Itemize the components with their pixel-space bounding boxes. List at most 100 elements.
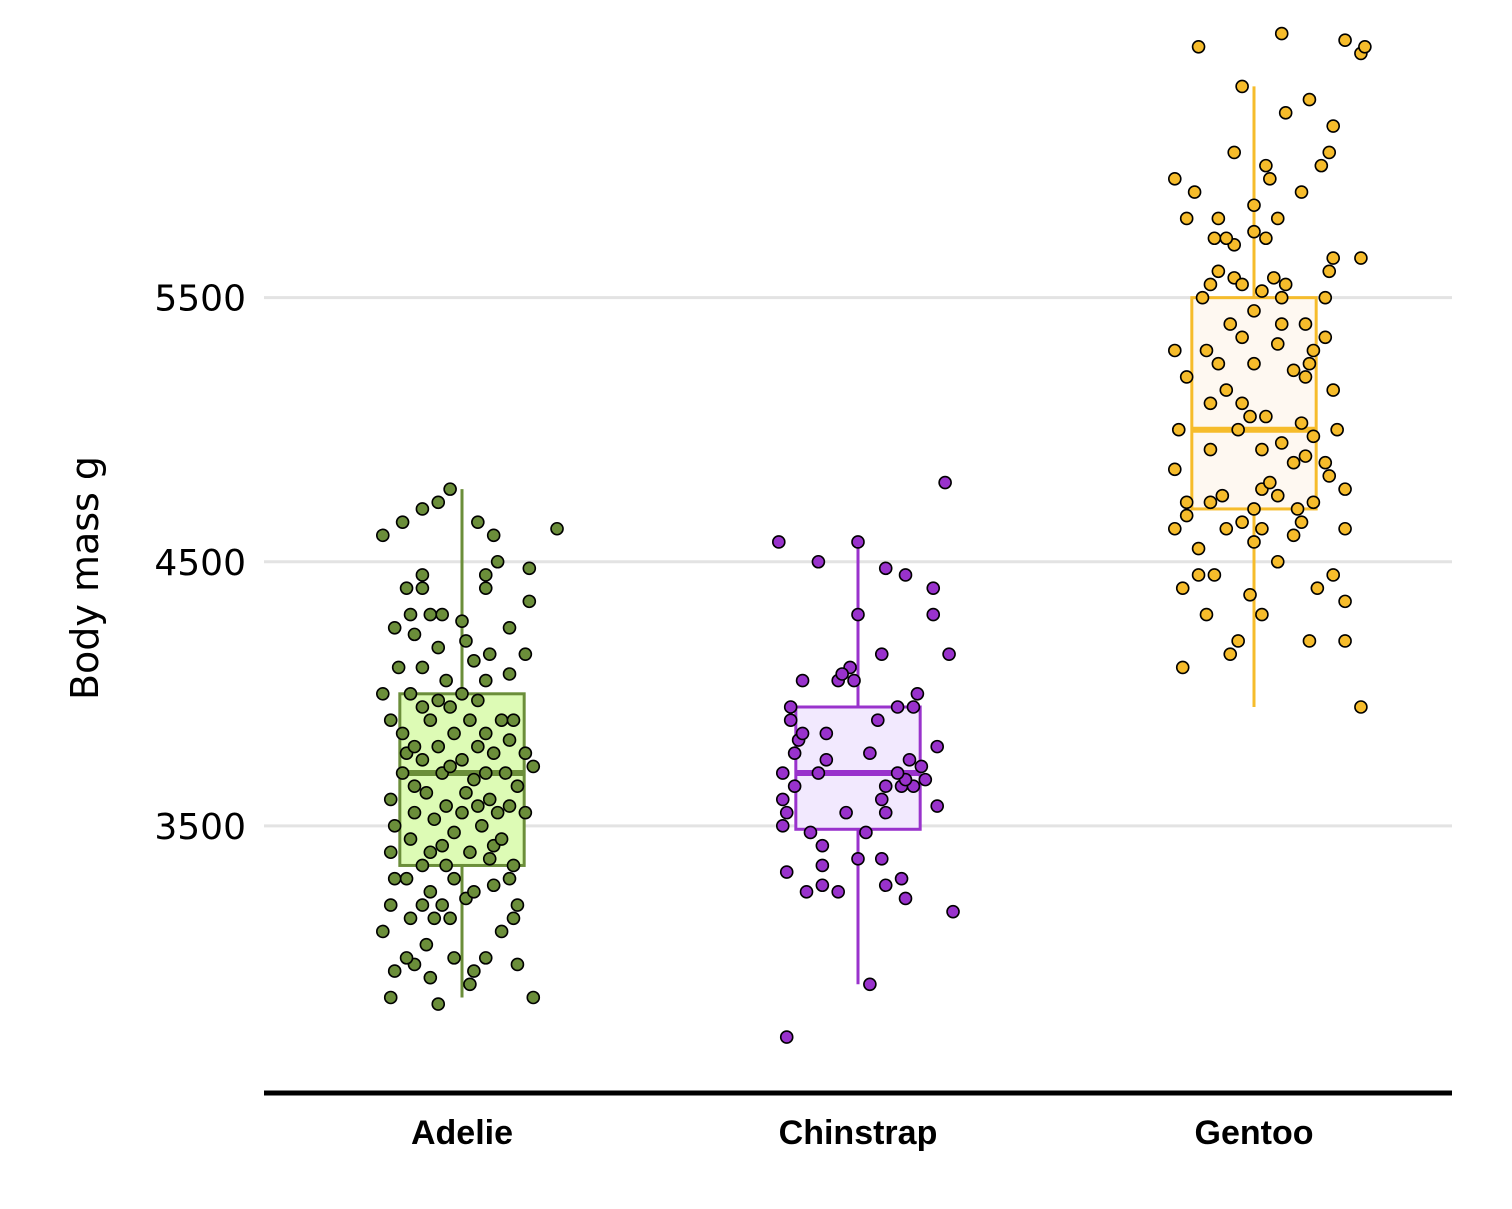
data-point [775, 792, 790, 807]
data-point [783, 713, 798, 728]
data-point [395, 515, 410, 529]
data-point [375, 686, 390, 701]
data-point [1191, 541, 1206, 556]
data-point [427, 812, 442, 827]
data-point [467, 653, 481, 668]
data-point [946, 904, 960, 919]
data-point [415, 581, 430, 595]
data-point [1215, 488, 1230, 503]
data-point [455, 805, 469, 820]
data-point [1211, 211, 1226, 226]
data-point [1203, 495, 1218, 510]
data-point [1179, 211, 1194, 226]
data-point [1255, 521, 1269, 536]
data-point [811, 554, 826, 569]
data-point [1294, 515, 1309, 529]
data-point [431, 739, 446, 754]
data-point [1199, 607, 1214, 622]
data-point [506, 911, 521, 926]
data-point [1314, 158, 1329, 173]
data-point [387, 964, 402, 978]
data-point [1168, 462, 1182, 477]
data-point [874, 792, 889, 807]
data-point [399, 951, 414, 965]
data-point [1168, 172, 1182, 186]
data-point [419, 786, 434, 800]
data-point [1247, 535, 1261, 549]
data-point [459, 786, 473, 800]
data-point [775, 819, 790, 833]
data-point [1255, 607, 1269, 622]
data-point [502, 733, 517, 747]
data-point [815, 858, 830, 873]
data-point [851, 535, 865, 549]
data-point [835, 667, 849, 681]
data-point [1247, 304, 1261, 318]
data-point [1318, 290, 1333, 305]
data-point [1191, 568, 1206, 582]
data-point [463, 845, 477, 860]
data-point [494, 832, 509, 846]
data-point [1247, 502, 1261, 516]
data-point [795, 673, 810, 688]
data-point [1338, 594, 1352, 609]
data-point [1326, 251, 1340, 265]
data-point [1286, 363, 1301, 378]
data-point [910, 686, 925, 701]
data-point [510, 957, 525, 972]
data-point [1318, 330, 1333, 345]
data-point [1199, 343, 1214, 358]
data-point [1270, 337, 1285, 351]
data-point [395, 726, 410, 741]
data-point [878, 779, 893, 794]
data-point [463, 977, 477, 992]
data-point [423, 713, 438, 728]
data-point [779, 805, 794, 820]
data-point [435, 607, 450, 622]
points-chinstrap [771, 475, 960, 1044]
data-point [1255, 284, 1269, 298]
data-point [831, 885, 846, 899]
data-point [423, 845, 438, 860]
data-point [482, 647, 497, 661]
data-point [890, 700, 905, 714]
data-point [851, 607, 865, 622]
data-point [490, 805, 505, 820]
data-point [1175, 581, 1190, 595]
data-point [1306, 429, 1321, 444]
data-point [471, 739, 485, 754]
data-point [1298, 449, 1313, 463]
data-point [1219, 231, 1234, 246]
data-point [395, 766, 410, 780]
data-point [1235, 396, 1249, 411]
data-point [471, 799, 485, 813]
data-point [474, 819, 489, 833]
data-point [1298, 317, 1313, 331]
data-point [391, 660, 406, 675]
data-point [1203, 396, 1218, 411]
data-point [1227, 145, 1241, 160]
data-point [423, 607, 438, 622]
data-point [787, 779, 802, 794]
data-point [407, 739, 422, 754]
data-point [455, 686, 469, 701]
data-point [902, 753, 917, 767]
data-point [1302, 92, 1317, 107]
data-point [510, 779, 525, 794]
data-point [1318, 455, 1333, 470]
data-point [518, 746, 533, 761]
data-point [874, 647, 889, 661]
data-point [1294, 185, 1309, 199]
data-point [811, 766, 826, 780]
data-point [439, 799, 453, 813]
data-point [878, 878, 893, 893]
data-point [498, 766, 513, 780]
data-point [439, 858, 453, 873]
y-tick-label: 5500 [154, 279, 246, 320]
data-point [403, 607, 418, 622]
data-point [1274, 290, 1289, 305]
data-point [467, 964, 481, 978]
data-point [375, 924, 390, 939]
data-point [1223, 647, 1238, 661]
